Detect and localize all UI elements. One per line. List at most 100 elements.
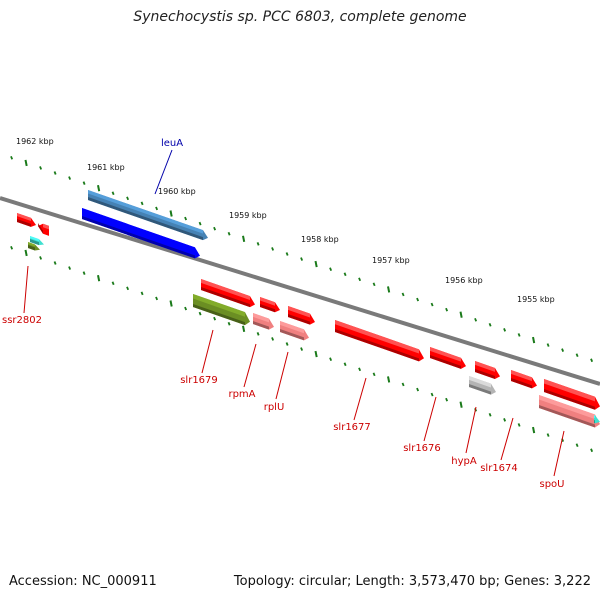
ruler-tick-outer <box>546 343 550 347</box>
leader-hypA <box>465 406 477 454</box>
ruler-tick-inner <box>169 300 173 307</box>
feature-layer <box>17 190 600 428</box>
ruler-tick-outer <box>474 317 478 322</box>
ruler-label: 1959 kbp <box>229 211 267 220</box>
gene-rplU-red <box>288 306 315 325</box>
ruler-tick-inner <box>24 249 28 257</box>
ruler-tick-inner <box>184 306 188 311</box>
gene-slr1674-highlight <box>511 370 532 382</box>
topology-summary: Topology: circular; Length: 3,573,470 bp… <box>233 574 591 589</box>
leader-spoU <box>553 430 565 477</box>
gene-ssr2802-c-highlight <box>30 236 39 242</box>
accession-text: Accession: NC_000911 <box>9 574 157 589</box>
genome-backbone <box>0 196 600 386</box>
gene-label-rpmA: rpmA <box>228 389 255 400</box>
ruler-tick-inner <box>488 413 492 417</box>
leader-rpmA <box>243 343 257 388</box>
ruler-tick-outer <box>39 166 43 170</box>
gene-spoU-cyan-highlight <box>594 415 595 419</box>
ruler-tick-inner <box>387 376 391 383</box>
gene-label-slr1679: slr1679 <box>180 375 218 386</box>
ruler-tick-outer <box>82 181 86 185</box>
leader-slr1674 <box>500 417 514 461</box>
ruler-tick-outer <box>314 260 318 268</box>
gene-leuA-inner-highlight <box>82 208 195 252</box>
ruler-label: 1957 kbp <box>372 256 410 265</box>
gene-leuA-inner <box>82 208 200 259</box>
ruler-tick-inner <box>198 311 202 316</box>
ruler-tick-inner <box>10 246 14 250</box>
map-title: Synechocystis sp. PCC 6803, complete gen… <box>133 9 467 25</box>
gene-slr1676-shadow <box>430 355 461 369</box>
ruler-tick-outer <box>271 247 275 251</box>
ruler-tick-inner <box>430 392 434 397</box>
gene-rpmA-red <box>260 297 280 313</box>
ruler-tick-outer <box>140 201 144 206</box>
gene-rplU <box>280 321 309 341</box>
ruler-tick-inner <box>39 256 43 260</box>
ruler-tick-outer <box>68 176 72 180</box>
ruler-tick-outer <box>53 171 57 175</box>
gene-spoU-red <box>544 379 600 410</box>
gene-slr1674-shadow <box>511 378 532 389</box>
ruler-tick-outer <box>184 216 188 221</box>
gene-label-slr1677: slr1677 <box>333 422 371 433</box>
ruler-tick-inner <box>358 367 362 372</box>
leader-slr1676 <box>423 396 437 442</box>
ruler-tick-outer <box>329 267 333 272</box>
gene-spoU-cyan <box>594 415 600 424</box>
ruler-tick-outer <box>256 242 260 246</box>
gene-ssr2802-d-shadow <box>28 245 35 251</box>
ruler-tick-outer <box>416 297 420 302</box>
ruler-tick-inner <box>532 426 536 434</box>
ruler-tick-outer <box>111 191 115 196</box>
ruler-tick-outer <box>372 282 376 287</box>
ruler-tick-inner <box>300 347 304 351</box>
ruler-tick-inner <box>227 321 231 326</box>
gene-ssr2802-d <box>28 242 40 251</box>
ruler-tick-outer <box>10 156 14 160</box>
label-layer: leuA ssr2802 slr1679 rpmA rplU slr1677 slr1676… <box>2 138 564 490</box>
ruler-tick-inner <box>459 401 463 408</box>
ruler-tick-inner <box>329 357 333 362</box>
ruler-tick-outer <box>300 257 304 261</box>
gene-label-slr1674: slr1674 <box>480 463 518 474</box>
gene-leuA-inner-shadow <box>82 216 195 259</box>
ruler-tick-inner <box>445 397 449 402</box>
ruler-tick-inner <box>271 337 275 341</box>
ruler-tick-outer <box>401 292 405 297</box>
ruler-layer: 1962 kbp 1961 kbp 1960 kbp 1959 kbp 1958 kbp… <box>10 137 594 453</box>
gene-label-hypA: hypA <box>451 456 477 467</box>
ruler-tick-outer <box>387 286 391 293</box>
gene-rpmA-shadow <box>253 321 269 330</box>
ruler-tick-inner <box>416 387 420 392</box>
ruler-tick-outer <box>488 323 492 327</box>
ruler-tick-outer <box>532 336 536 344</box>
ruler-tick-outer <box>445 307 449 312</box>
ruler-tick-outer <box>227 231 231 236</box>
ruler-tick-outer <box>126 196 130 201</box>
ruler-label: 1956 kbp <box>445 276 483 285</box>
gene-slr1677-shadow <box>335 329 419 362</box>
ruler-label: 1960 kbp <box>158 187 196 196</box>
ruler-tick-outer <box>343 272 347 277</box>
ruler-tick-inner <box>97 275 101 282</box>
ruler-tick-outer <box>198 221 202 226</box>
gene-slr1679-shadow <box>193 304 245 326</box>
gene-slr1676 <box>430 347 466 369</box>
ruler-tick-inner <box>401 382 405 387</box>
ruler-tick-outer <box>169 210 173 217</box>
gene-ssr2802-d-highlight <box>28 242 35 247</box>
ruler-tick-outer <box>242 235 246 243</box>
ruler-tick-inner <box>314 350 318 358</box>
gene-slr1679-highlight <box>193 294 245 317</box>
gene-hypA-red-shadow <box>475 369 495 379</box>
ruler-label: 1955 kbp <box>517 295 555 304</box>
gene-spoU-shadow <box>539 405 595 428</box>
gene-slr1677 <box>335 320 424 362</box>
ruler-tick-inner <box>126 286 130 291</box>
leader-slr1677 <box>353 377 367 421</box>
gene-leuA-outer-shadow <box>88 197 203 241</box>
ruler-label: 1962 kbp <box>16 137 54 146</box>
gene-hypA-shadow <box>469 384 491 395</box>
